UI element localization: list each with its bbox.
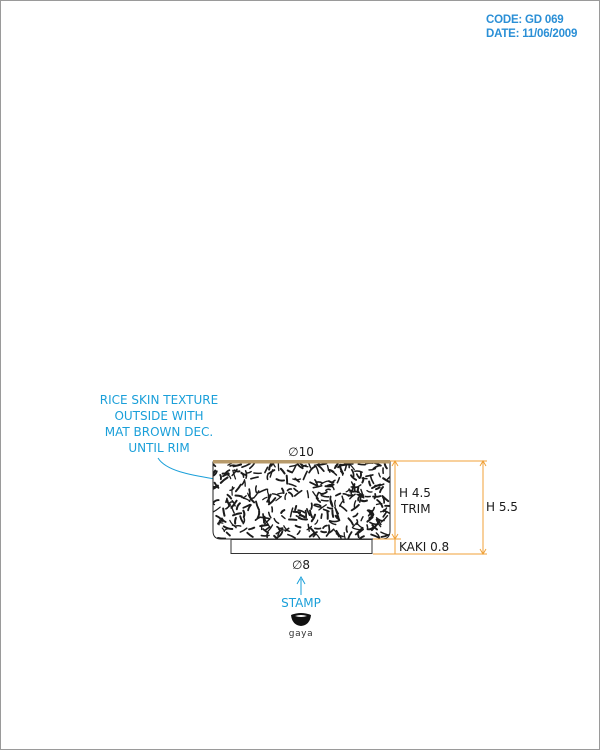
rice-grain: [335, 500, 336, 506]
gaya-logo-icon: [291, 613, 311, 626]
rice-grain: [358, 464, 365, 465]
brown-rim-band: [213, 460, 390, 464]
rice-grain: [249, 489, 250, 497]
rice-grain: [346, 526, 347, 532]
rice-grain: [321, 532, 326, 533]
inner-height-label: H 4.5: [399, 486, 431, 500]
rice-grain: [263, 514, 264, 522]
rice-grain: [362, 478, 367, 479]
rice-grain: [256, 486, 257, 492]
rice-grain: [306, 511, 307, 518]
trim-label: TRIM: [400, 502, 431, 516]
rice-grain: [267, 533, 268, 538]
rice-grain: [369, 482, 370, 486]
rice-grain: [373, 496, 380, 497]
rice-grain: [235, 518, 236, 524]
rice-grain: [287, 476, 288, 484]
rice-grain: [321, 500, 328, 501]
rice-grain: [223, 509, 224, 516]
annotation-line-4: UNTIL RIM: [128, 441, 189, 455]
foot-height-label: KAKI 0.8: [399, 540, 449, 554]
rice-grain: [330, 521, 339, 522]
rice-grain: [261, 535, 269, 536]
rice-grain: [220, 475, 221, 479]
total-height-label: H 5.5: [486, 500, 518, 514]
rice-grain: [357, 520, 358, 525]
rice-grain: [321, 514, 322, 518]
rice-grain: [295, 506, 296, 510]
rice-grain: [232, 487, 233, 496]
rice-grain: [311, 503, 312, 509]
annotation-leader-line: [158, 458, 215, 479]
rice-grain: [332, 510, 333, 517]
annotation-line-3: MAT BROWN DEC.: [105, 425, 213, 439]
annotation-line-2: OUTSIDE WITH: [114, 409, 203, 423]
rice-grain: [327, 485, 333, 486]
stamp-arrow: [297, 577, 305, 595]
annotation-line-1: RICE SKIN TEXTURE: [100, 393, 218, 407]
rice-grain: [308, 524, 309, 531]
rice-grain: [375, 494, 376, 499]
rice-grain: [360, 473, 361, 478]
rice-grain: [329, 525, 330, 530]
foot-ring: [231, 540, 372, 554]
rice-grain: [385, 506, 393, 507]
rice-grain: [234, 470, 239, 471]
bottom-diameter-label: ∅8: [292, 558, 310, 572]
rice-grain: [243, 511, 244, 517]
gaya-logo-text: gaya: [289, 629, 313, 639]
top-diameter-label: ∅10: [288, 445, 314, 459]
stamp-label: STAMP: [281, 596, 321, 610]
rice-grain: [236, 496, 242, 497]
rice-grain: [361, 501, 367, 502]
rice-grain: [218, 538, 226, 539]
